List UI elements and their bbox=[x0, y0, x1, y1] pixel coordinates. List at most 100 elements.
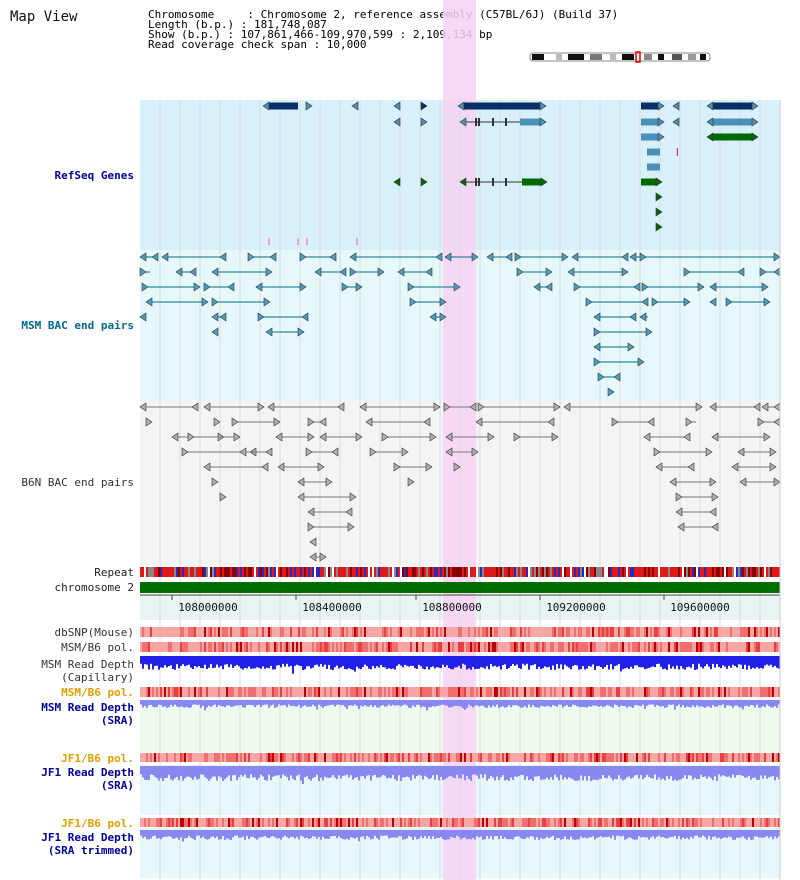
jf1-depth-trim-bar bbox=[468, 830, 470, 839]
repeat-bar bbox=[520, 567, 522, 577]
msm-depth-capillary-bar bbox=[696, 656, 698, 670]
jf1-depth-bar bbox=[632, 766, 634, 778]
jf1-pol-bar bbox=[482, 753, 484, 762]
msm-pol-sra-bar bbox=[362, 687, 364, 697]
jf1-depth-trim-bar bbox=[304, 830, 306, 839]
jf1-pol-bar bbox=[552, 753, 554, 762]
track-label-msm-pol[interactable]: MSM/B6 pol. bbox=[61, 641, 134, 654]
jf1-depth-bar bbox=[690, 766, 692, 776]
msm-pol-bar bbox=[478, 642, 480, 652]
dbsnp-bar bbox=[466, 627, 468, 637]
jf1-depth-bar bbox=[596, 766, 598, 781]
jf1-pol-trim-bar bbox=[410, 818, 412, 827]
msm-pol-sra-bar bbox=[150, 687, 152, 697]
track-label-jf1-pol[interactable]: JF1/B6 pol. bbox=[61, 752, 134, 765]
msm-depth-capillary-bar bbox=[188, 656, 190, 665]
msm-pol-bar bbox=[484, 642, 486, 652]
repeat-bar bbox=[150, 567, 152, 577]
track-label-msm-depth-capillary[interactable]: MSM Read Depth bbox=[41, 658, 134, 671]
repeat-bar bbox=[420, 567, 422, 577]
jf1-depth-trim-bar bbox=[252, 830, 254, 837]
dbsnp-bar bbox=[386, 627, 388, 637]
jf1-depth-trim-bar bbox=[734, 830, 736, 840]
msm-pol-sra-bar bbox=[748, 687, 750, 697]
jf1-depth-trim-bar bbox=[434, 830, 436, 840]
repeat-bar bbox=[412, 567, 414, 577]
track-label-dbsnp[interactable]: dbSNP(Mouse) bbox=[54, 626, 134, 639]
dbsnp-bar bbox=[210, 627, 212, 637]
msm-pol-bar bbox=[698, 642, 700, 652]
track-label-jf1-depth[interactable]: JF1 Read Depth bbox=[41, 766, 134, 779]
jf1-pol-bar bbox=[226, 753, 228, 762]
jf1-depth-trim-bar bbox=[188, 830, 190, 836]
jf1-depth-trim-bar bbox=[726, 830, 728, 838]
msm-pol-bar bbox=[276, 642, 278, 652]
jf1-pol-bar bbox=[302, 753, 304, 762]
track-label-refseq[interactable]: RefSeq Genes bbox=[54, 169, 134, 182]
jf1-pol-trim-bar bbox=[518, 818, 520, 827]
b6n-bac-end bbox=[381, 432, 389, 442]
msm-pol-bar bbox=[188, 642, 190, 652]
msm-depth-sra-bar bbox=[632, 700, 634, 708]
jf1-depth-trim-bar bbox=[520, 830, 522, 839]
dbsnp-bar bbox=[550, 627, 552, 637]
jf1-pol-trim-bar bbox=[738, 818, 740, 827]
msm-depth-sra-bar bbox=[442, 700, 444, 705]
repeat-bar bbox=[646, 567, 648, 577]
msm-pol-bar bbox=[656, 642, 658, 652]
jf1-depth-bar bbox=[534, 766, 536, 777]
jf1-pol-trim-bar bbox=[746, 818, 748, 827]
dbsnp-bar bbox=[252, 627, 254, 637]
msm-depth-sra-bar bbox=[240, 700, 242, 706]
msm-depth-capillary-bar bbox=[366, 656, 368, 667]
jf1-depth-trim-bar bbox=[220, 830, 222, 840]
jf1-depth-trim-bar bbox=[488, 830, 490, 839]
dbsnp-bar bbox=[674, 627, 676, 637]
msm-depth-sra-bar bbox=[746, 700, 748, 706]
jf1-depth-bar bbox=[274, 766, 276, 776]
jf1-pol-bar bbox=[452, 753, 454, 762]
jf1-depth-bar bbox=[538, 766, 540, 776]
track-label-jf1-pol-trim[interactable]: JF1/B6 pol. bbox=[61, 817, 134, 830]
dbsnp-bar bbox=[256, 627, 258, 637]
jf1-pol-bar bbox=[354, 753, 356, 762]
repeat-bar bbox=[272, 567, 274, 577]
dbsnp-bar bbox=[684, 627, 686, 637]
msm-bac-end bbox=[355, 282, 363, 292]
jf1-pol-bar bbox=[688, 753, 690, 762]
track-label-repeat[interactable]: Repeat bbox=[94, 566, 134, 579]
jf1-depth-trim-bar bbox=[604, 830, 606, 838]
msm-bac-end bbox=[593, 342, 601, 352]
msm-pol-sra-bar bbox=[282, 687, 284, 697]
repeat-bar bbox=[458, 567, 460, 577]
msm-depth-capillary-bar bbox=[170, 656, 172, 666]
jf1-depth-trim-bar bbox=[232, 830, 234, 838]
msm-depth-capillary-bar bbox=[538, 656, 540, 667]
jf1-pol-trim-bar bbox=[152, 818, 154, 827]
msm-pol-bar bbox=[156, 642, 158, 652]
repeat-bar bbox=[684, 567, 686, 577]
track-label-msm-pol-sra[interactable]: MSM/B6 pol. bbox=[61, 686, 134, 699]
msm-depth-capillary-bar bbox=[382, 656, 384, 668]
jf1-pol-trim-bar bbox=[326, 818, 328, 827]
track-label-jf1-depth-trim[interactable]: JF1 Read Depth bbox=[41, 831, 134, 844]
jf1-depth-bar bbox=[450, 766, 452, 777]
msm-pol-sra-bar bbox=[716, 687, 718, 697]
jf1-pol-bar bbox=[344, 753, 346, 762]
track-label-msm-bac[interactable]: MSM BAC end pairs bbox=[21, 319, 134, 332]
dbsnp-bar bbox=[402, 627, 404, 637]
dbsnp-bar bbox=[270, 627, 272, 637]
jf1-pol-bar bbox=[576, 753, 578, 762]
jf1-depth-trim-bar bbox=[624, 830, 626, 840]
msm-depth-sra-bar bbox=[148, 700, 150, 706]
track-label-msm-depth-sra[interactable]: MSM Read Depth bbox=[41, 701, 134, 714]
track-label-chromosome[interactable]: chromosome 2 bbox=[54, 581, 134, 594]
msm-pol-bar bbox=[490, 642, 492, 652]
dbsnp-bar bbox=[698, 627, 700, 637]
track-label-b6n-bac[interactable]: B6N BAC end pairs bbox=[21, 476, 134, 489]
msm-pol-bar bbox=[456, 642, 458, 652]
msm-pol-sra-bar bbox=[634, 687, 636, 697]
jf1-pol-bar bbox=[342, 753, 344, 762]
msm-bac-end bbox=[651, 297, 659, 307]
